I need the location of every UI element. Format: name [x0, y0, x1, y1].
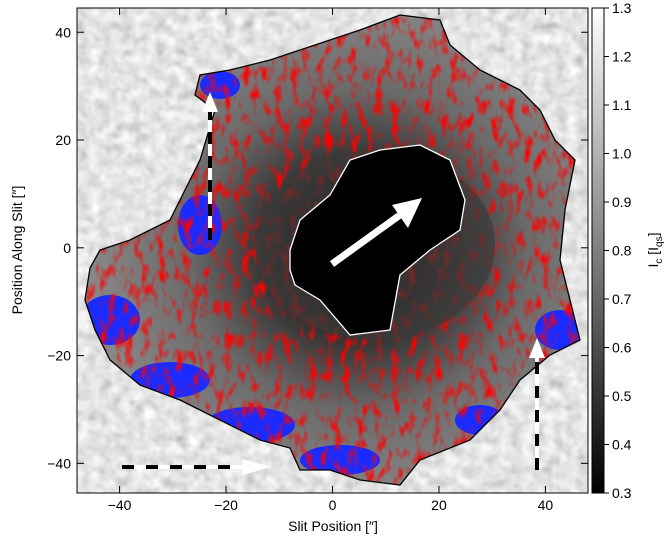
colorbar-tick-label: 1.1: [612, 97, 632, 113]
colorbar-tick-label: 0.6: [612, 340, 632, 356]
umbra-contour: [289, 144, 466, 336]
x-tick-label: 0: [329, 497, 337, 513]
x-tick-label: −20: [214, 497, 238, 513]
y-tick-label: −40: [47, 455, 71, 471]
x-tick-label: 40: [538, 497, 554, 513]
colorbar-tick-label: 1.2: [612, 49, 632, 65]
y-tick-label: 40: [55, 24, 71, 40]
penumbra-contour: [84, 14, 581, 486]
colorbar-tick-label: 0.8: [612, 243, 632, 259]
y-tick-label: 0: [63, 240, 71, 256]
colorbar-tick-label: 0.5: [612, 388, 632, 404]
arrows: [122, 92, 545, 475]
sunspot-image: [77, 8, 588, 493]
y-tick-label: 20: [55, 132, 71, 148]
colorbar-tick-label: 1.3: [612, 0, 632, 16]
x-tick-label: 20: [431, 497, 447, 513]
colorbar-tick-label: 0.9: [612, 194, 632, 210]
colorbar-tick-label: 0.4: [612, 437, 632, 453]
colorbar-tick-label: 1.0: [612, 146, 632, 162]
colorbar: [591, 7, 605, 494]
colorbar-tick-label: 0.7: [612, 291, 632, 307]
x-axis-label: Slit Position [″]: [288, 518, 378, 534]
x-tick-label: −40: [108, 497, 132, 513]
y-tick-label: −20: [47, 348, 71, 364]
colorbar-label: Ic [Iqs]: [645, 232, 664, 267]
colorbar-tick-label: 0.3: [612, 485, 632, 501]
y-axis-label: Position Along Slit [″]: [9, 186, 25, 315]
